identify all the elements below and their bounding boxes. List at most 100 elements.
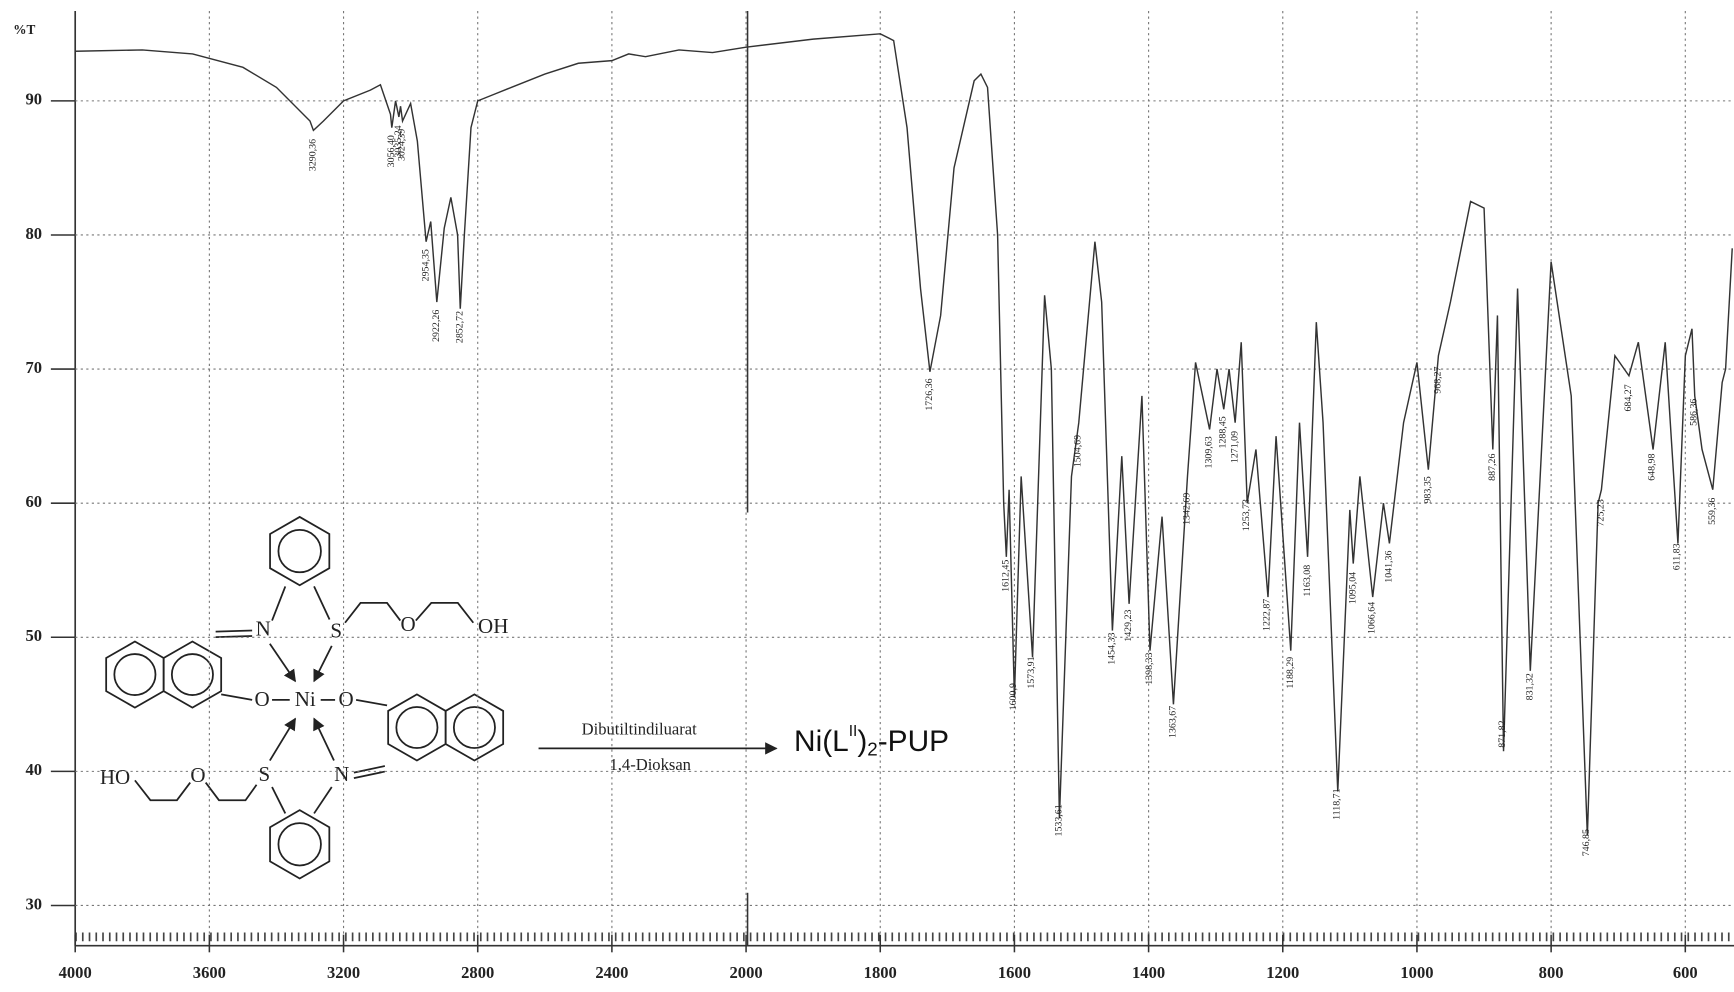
peak-label: 831,32 [1524,673,1535,700]
bond [221,693,253,701]
x-tick-label: 1800 [864,963,897,982]
ring-inner [170,653,214,696]
peak-label: 1454,33 [1106,633,1117,665]
coordination-arrow [313,645,333,683]
spectrum [75,33,1733,836]
bond [271,786,287,814]
ring [269,809,331,880]
peak-label: 1309,63 [1204,436,1215,468]
peak-label: 1504,69 [1073,435,1084,467]
bond [355,699,388,707]
coordination-arrow [269,643,296,683]
product-part: Ni(L [794,725,849,758]
peak-label: 983,35 [1422,476,1433,503]
ring [269,515,331,587]
peak-label: 1363,67 [1167,706,1178,738]
y-tick-label: 70 [25,358,42,377]
atom: O [254,687,269,711]
bond [271,586,287,621]
chain [134,779,191,802]
peak-label: 1253,73 [1241,499,1252,531]
peak-label: 887,26 [1487,454,1498,481]
x-tick-label: 600 [1673,963,1698,982]
y-axis-label: %T [13,22,35,37]
x-tick-label: 800 [1539,963,1564,982]
x-tick-label: 3600 [193,963,226,982]
y-tick-label: 50 [25,626,42,645]
bond [215,629,253,633]
structure: N S O OH O Ni O HO O S N Dibutiltindilua… [100,515,949,880]
x-tick-label: 1200 [1266,963,1299,982]
bond [353,770,386,780]
atom: OH [478,614,508,638]
peak-label: 2852,72 [454,311,465,343]
peak-label: 1573,91 [1026,656,1037,688]
peak-label: 1041,36 [1384,551,1395,583]
peak-label: 3035,24 [393,125,404,157]
atom: O [400,612,415,636]
atom: HO [100,765,130,789]
peak-label: 1288,45 [1218,416,1229,448]
peak-label: 1095,04 [1347,572,1358,604]
product-part: 2 [867,739,877,760]
x-tick-label: 2800 [461,963,494,982]
ring-inner [277,822,322,867]
atom: S [330,619,342,643]
ring-inner [277,529,322,574]
peak-label: 3290,36 [308,139,319,171]
x-tick-label: 1400 [1132,963,1165,982]
x-tick-label: 2000 [729,963,762,982]
ring [162,640,223,709]
peak-label: 611,83 [1672,543,1683,570]
coordination-arrow [269,717,297,761]
peak-label: 1726,36 [924,378,935,410]
peak-label: 1163,08 [1302,565,1313,597]
peak-label: 1600,9 [1008,683,1019,710]
bond [313,586,331,620]
chain [415,602,475,624]
peak-label: 746,85 [1581,829,1592,856]
product-part: II [849,723,858,740]
product: Ni(LII)2-PUP [794,723,949,760]
peak-label: 2922,26 [431,310,442,342]
peak-label: 684,27 [1623,384,1634,411]
atom: O [339,687,354,711]
peak-label: 1066,64 [1367,602,1378,634]
y-tick-label: 30 [25,894,42,913]
peak-label: 1222,87 [1262,599,1273,631]
peak-label: 725,23 [1596,499,1607,526]
peak-label: 1612,45 [1000,560,1011,592]
y-tick-label: 40 [25,760,42,779]
product-part: -PUP [878,725,949,758]
peak-label: 3056,40 [386,135,397,167]
peak-label: 648,98 [1647,453,1658,480]
coordination-arrow [313,717,335,761]
atom: Ni [295,687,316,711]
atom: S [258,762,270,786]
x-tick-label: 1000 [1400,963,1433,982]
x-tick-label: 4000 [59,963,92,982]
atom: N [256,616,271,640]
y-tick-label: 80 [25,224,42,243]
x-tick-label: 2400 [595,963,628,982]
atom: N [334,762,349,786]
peak-label: 1342,69 [1181,493,1192,525]
peak-label: 1398,33 [1144,653,1155,685]
bond [313,786,333,814]
solvent: 1,4-Dioksan [610,755,692,774]
ring [444,693,505,762]
ring-inner [113,653,157,696]
x-tick-label: 3200 [327,963,360,982]
peak-label: 1429,23 [1123,609,1134,641]
peak-label: 2954,35 [420,249,431,281]
peak-label: 1271,09 [1229,431,1240,463]
peak-label: 559,36 [1707,498,1718,525]
peak-label: 1188,29 [1285,657,1296,689]
x-tick-label: 1600 [998,963,1031,982]
peak-label: 871,82 [1497,720,1508,747]
ring-inner [395,706,439,749]
peak-label: 1533,61 [1053,804,1064,836]
y-tick-label: 90 [25,90,42,109]
